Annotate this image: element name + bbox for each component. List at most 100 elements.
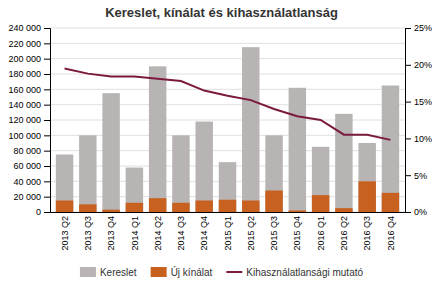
y2-tick-label: 25% xyxy=(414,23,432,33)
y2-tick-label: 5% xyxy=(414,171,427,181)
legend-label: Kihasználatlansági mutató xyxy=(246,267,363,278)
x-tick: 2013 Q4 xyxy=(106,212,116,251)
y-tick-label: 120 000 xyxy=(8,115,41,125)
y2-tick-label: 10% xyxy=(414,134,432,144)
x-tick: 2014 Q1 xyxy=(130,212,140,251)
y-tick-label: 180 000 xyxy=(8,69,41,79)
y-tick-mark xyxy=(44,151,50,152)
y-tick-mark xyxy=(44,181,50,182)
bar xyxy=(382,193,399,212)
y2-tick-mark xyxy=(405,212,411,213)
grid xyxy=(50,28,405,212)
bar xyxy=(265,135,282,212)
y-tick-label: 20 000 xyxy=(13,192,41,202)
y2-tick-mark xyxy=(405,28,411,29)
x-tick: 2015 Q3 xyxy=(269,212,279,251)
x-tick: 2016 Q2 xyxy=(339,212,349,251)
x-tick: 2014 Q2 xyxy=(153,212,163,251)
x-tick-label: 2015 Q1 xyxy=(223,216,233,251)
y-tick: 40 000 xyxy=(13,177,50,187)
x-tick-label: 2015 Q4 xyxy=(292,216,302,251)
y2-tick: 20% xyxy=(405,60,432,70)
bar xyxy=(219,200,236,212)
bar xyxy=(79,204,96,212)
legend-label: Kereslet xyxy=(100,267,137,278)
x-tick: 2015 Q4 xyxy=(292,212,302,251)
y-tick-label: 100 000 xyxy=(8,131,41,141)
bar xyxy=(102,93,119,212)
y-tick-mark xyxy=(44,166,50,167)
y2-tick-mark xyxy=(405,102,411,103)
bar xyxy=(102,210,119,212)
x-tick-label: 2013 Q2 xyxy=(60,216,70,251)
x-tick: 2014 Q4 xyxy=(199,212,209,251)
x-tick: 2016 Q3 xyxy=(362,212,372,251)
legend: KeresletÚj kínálatKihasználatlansági mut… xyxy=(80,266,364,278)
plot-area: 2013 Q2 2013 Q3 2013 Q4 2014 Q1 2014 Q2 2014 … xyxy=(8,23,432,250)
x-tick-label: 2014 Q4 xyxy=(199,216,209,251)
x-tick-label: 2016 Q4 xyxy=(386,216,396,251)
legend-swatch xyxy=(151,267,167,277)
bar xyxy=(56,155,73,213)
x-tick-label: 2015 Q3 xyxy=(269,216,279,251)
y-tick: 80 000 xyxy=(13,146,50,156)
bar xyxy=(358,143,375,212)
legend-item: Kihasználatlansági mutató xyxy=(226,267,363,278)
y-tick-mark xyxy=(44,59,50,60)
bar xyxy=(358,181,375,212)
bar xyxy=(79,135,96,212)
bar xyxy=(382,86,399,213)
y-tick-mark xyxy=(44,43,50,44)
y-tick-label: 80 000 xyxy=(13,146,41,156)
x-tick: 2015 Q2 xyxy=(246,212,256,251)
y2-tick-label: 20% xyxy=(414,60,432,70)
y-tick-label: 0 xyxy=(36,207,41,217)
chart-svg: 2013 Q2 2013 Q3 2013 Q4 2014 Q1 2014 Q2 2014 … xyxy=(0,0,443,282)
bar xyxy=(219,162,236,212)
y2-tick: 10% xyxy=(405,134,432,144)
bar xyxy=(195,201,212,213)
y-tick-mark xyxy=(44,105,50,106)
y2-tick-label: 0% xyxy=(414,207,427,217)
grid-line xyxy=(50,28,405,29)
bar xyxy=(312,147,329,212)
axis-line xyxy=(51,212,406,213)
y-tick-mark xyxy=(44,89,50,90)
y2-tick: 15% xyxy=(405,97,432,107)
y-tick-label: 40 000 xyxy=(13,177,41,187)
axis-line xyxy=(44,29,51,213)
bar xyxy=(149,198,166,212)
x-tick: 2013 Q3 xyxy=(83,212,93,251)
x-tick-label: 2016 Q2 xyxy=(339,216,349,251)
y-tick-label: 160 000 xyxy=(8,85,41,95)
bar xyxy=(195,122,212,212)
y-tick-label: 60 000 xyxy=(13,161,41,171)
x-axis: 2013 Q2 2013 Q3 2013 Q4 2014 Q1 2014 Q2 2014 … xyxy=(51,212,406,251)
bar xyxy=(149,66,166,212)
legend-swatch xyxy=(226,271,242,273)
x-tick-label: 2014 Q2 xyxy=(153,216,163,251)
x-tick-label: 2015 Q2 xyxy=(246,216,256,251)
y2-axis: 0% 5% 10% 15% 20% 25% xyxy=(405,23,432,217)
y-tick: 240 000 xyxy=(8,23,50,33)
title: Kereslet, kínálat és kihasználatlanság xyxy=(105,5,338,20)
x-tick: 2015 Q1 xyxy=(223,212,233,251)
bar xyxy=(335,208,352,212)
x-tick-label: 2014 Q1 xyxy=(130,216,140,251)
grid-line xyxy=(50,58,405,59)
y2-tick-mark xyxy=(405,175,411,176)
y2-tick: 25% xyxy=(405,23,432,33)
x-tick: 2013 Q2 xyxy=(60,212,70,251)
y-tick: 120 000 xyxy=(8,115,50,125)
x-tick-label: 2016 Q3 xyxy=(362,216,372,251)
chart-container: 2013 Q2 2013 Q3 2013 Q4 2014 Q1 2014 Q2 2014 … xyxy=(0,0,443,282)
bar xyxy=(56,201,73,213)
y2-tick: 0% xyxy=(405,207,427,217)
bar xyxy=(242,47,259,212)
y2-tick-mark xyxy=(405,138,411,139)
marks xyxy=(56,47,399,212)
y2-tick: 5% xyxy=(405,171,427,181)
y-tick-mark xyxy=(44,135,50,136)
legend-swatch xyxy=(80,267,96,277)
y-tick: 100 000 xyxy=(8,131,50,141)
